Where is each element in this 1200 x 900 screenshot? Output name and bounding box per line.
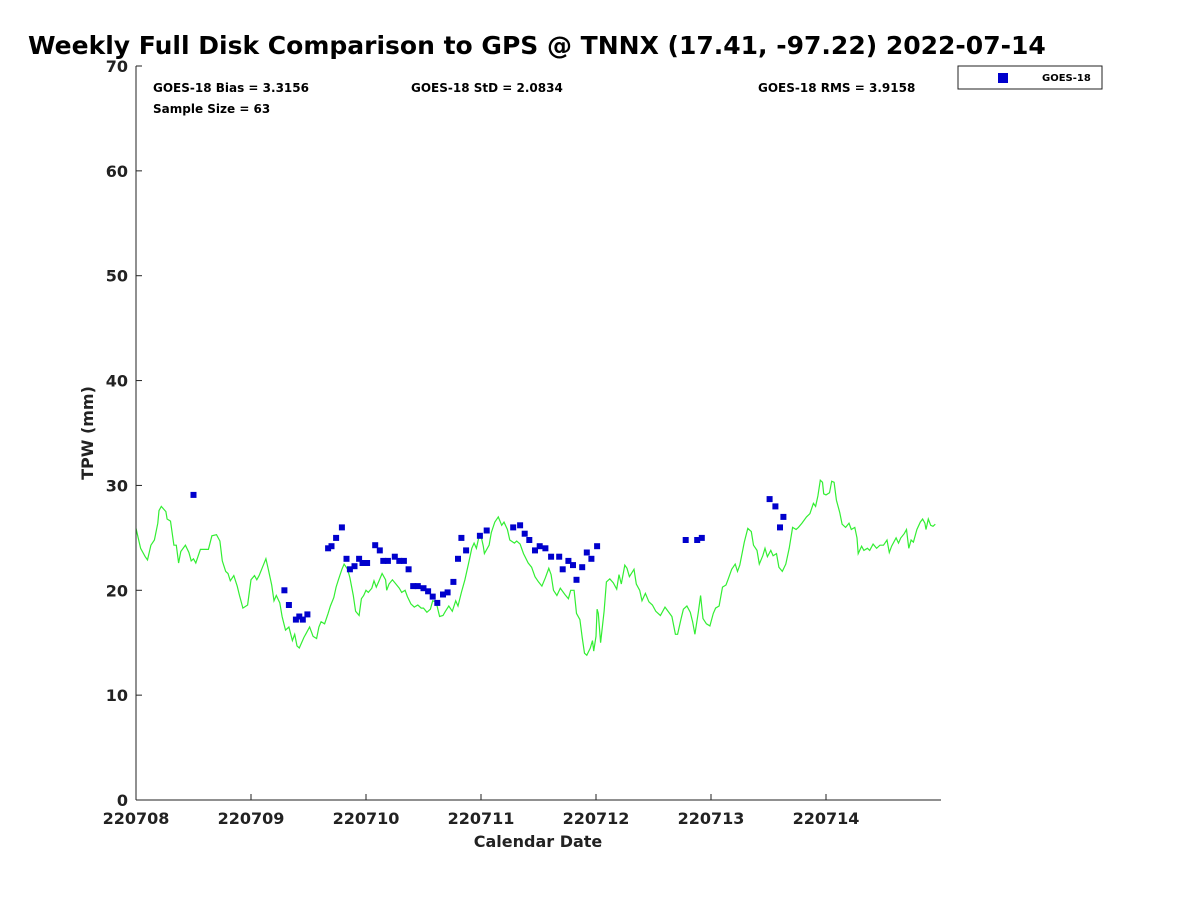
goes-18-point	[521, 530, 528, 537]
x-tick-label: 220709	[218, 809, 285, 828]
goes-18-point	[405, 566, 412, 573]
chart-title: Weekly Full Disk Comparison to GPS @ TNN…	[28, 31, 1046, 60]
goes-18-point	[476, 532, 483, 539]
goes-18-point	[410, 583, 417, 590]
goes-18-point	[414, 583, 421, 590]
goes-18-point	[556, 553, 563, 560]
goes-18-point	[536, 543, 543, 550]
goes-18-point	[450, 578, 457, 585]
goes-18-point	[434, 599, 441, 606]
goes-18-point	[444, 589, 451, 596]
goes-18-point	[296, 613, 303, 620]
goes-18-point	[396, 557, 403, 564]
goes-18-point	[325, 545, 332, 552]
goes-18-point	[766, 496, 773, 503]
goes-18-point	[364, 560, 371, 566]
y-ticks: 0 10 20 30 40 50 60 70	[106, 57, 142, 810]
y-tick-label: 30	[106, 476, 128, 495]
x-tick-label: 220708	[103, 809, 170, 828]
goes-18-point	[328, 543, 335, 550]
goes-18-point	[458, 534, 465, 541]
goes-18-point	[425, 588, 432, 595]
goes-18-point	[542, 545, 549, 552]
x-tick-label: 220713	[678, 809, 745, 828]
goes-18-point	[391, 553, 398, 560]
goes-18-point	[292, 616, 299, 623]
goes-18-point	[559, 566, 566, 573]
goes-18-point	[376, 547, 383, 554]
goes-18-point	[526, 537, 533, 543]
x-tick-label: 220711	[448, 809, 515, 828]
goes-18-point	[440, 591, 446, 598]
legend-label-goes-18: GOES-18	[1042, 73, 1091, 84]
x-tick-label: 220712	[563, 809, 630, 828]
x-tick-label: 220714	[793, 809, 860, 828]
goes-18-point	[455, 555, 461, 562]
bias-stat: GOES-18 Bias = 3.3156	[153, 81, 309, 95]
goes-18-point	[532, 547, 538, 554]
y-tick-label: 60	[106, 162, 128, 181]
legend-marker-goes-18	[998, 73, 1008, 83]
y-tick-label: 40	[106, 372, 128, 391]
goes-18-point	[343, 555, 350, 562]
y-axis-label: TPW (mm)	[78, 386, 97, 480]
goes-18-point	[333, 534, 340, 541]
goes-18-point	[570, 562, 576, 569]
goes-18-point	[429, 593, 436, 600]
goes-18-point	[510, 524, 517, 531]
goes-18-point	[565, 557, 572, 564]
x-tick-label: 220710	[333, 809, 400, 828]
goes-18-point	[777, 524, 783, 531]
x-ticks: 220708 220709 220710 220711 220712 220713 2207…	[103, 794, 860, 828]
series-layer	[135, 478, 936, 657]
goes-18-point	[285, 602, 292, 608]
legend: GOES-18	[957, 65, 1103, 90]
rms-stat: GOES-18 RMS = 3.9158	[758, 81, 915, 95]
y-tick-label: 20	[106, 581, 128, 600]
goes-18-point	[694, 537, 701, 543]
gps-tpw-line	[135, 478, 936, 657]
sample-size-stat: Sample Size = 63	[153, 102, 270, 116]
x-axis-label: Calendar Date	[474, 832, 603, 851]
goes-18-point	[351, 563, 358, 570]
goes-18-point	[281, 587, 288, 594]
goes-18-point	[372, 542, 379, 549]
goes-18-point	[463, 547, 470, 554]
y-tick-label: 10	[106, 686, 128, 705]
goes-18-point	[359, 560, 366, 566]
goes-18-point	[304, 611, 311, 618]
goes-18-point	[682, 537, 689, 543]
y-tick-label: 50	[106, 267, 128, 286]
goes-18-point	[420, 585, 427, 592]
goes-18-point	[190, 491, 197, 498]
goes-18-point	[299, 616, 306, 623]
goes-18-point	[772, 503, 779, 510]
goes-18-point	[338, 524, 345, 531]
legend-box	[957, 65, 1103, 90]
y-tick-label: 70	[106, 57, 128, 76]
goes-18-point	[483, 527, 490, 534]
goes-18-point	[579, 564, 586, 571]
goes-18-point	[594, 543, 601, 550]
goes-18-point	[573, 576, 580, 583]
goes-18-point	[780, 513, 787, 520]
goes-18-point	[548, 553, 555, 560]
goes-18-point	[380, 557, 387, 564]
goes-18-point	[356, 555, 363, 562]
plot-area	[136, 66, 941, 800]
goes-18-point	[384, 557, 391, 564]
goes-18-point	[346, 566, 353, 573]
goes-18-point	[517, 522, 524, 529]
goes-18-point	[698, 534, 705, 541]
std-stat: GOES-18 StD = 2.0834	[411, 81, 563, 95]
goes-18-point	[400, 557, 407, 564]
goes-18-point	[588, 555, 595, 562]
y-tick-label: 0	[117, 791, 128, 810]
goes-18-point	[583, 549, 590, 556]
